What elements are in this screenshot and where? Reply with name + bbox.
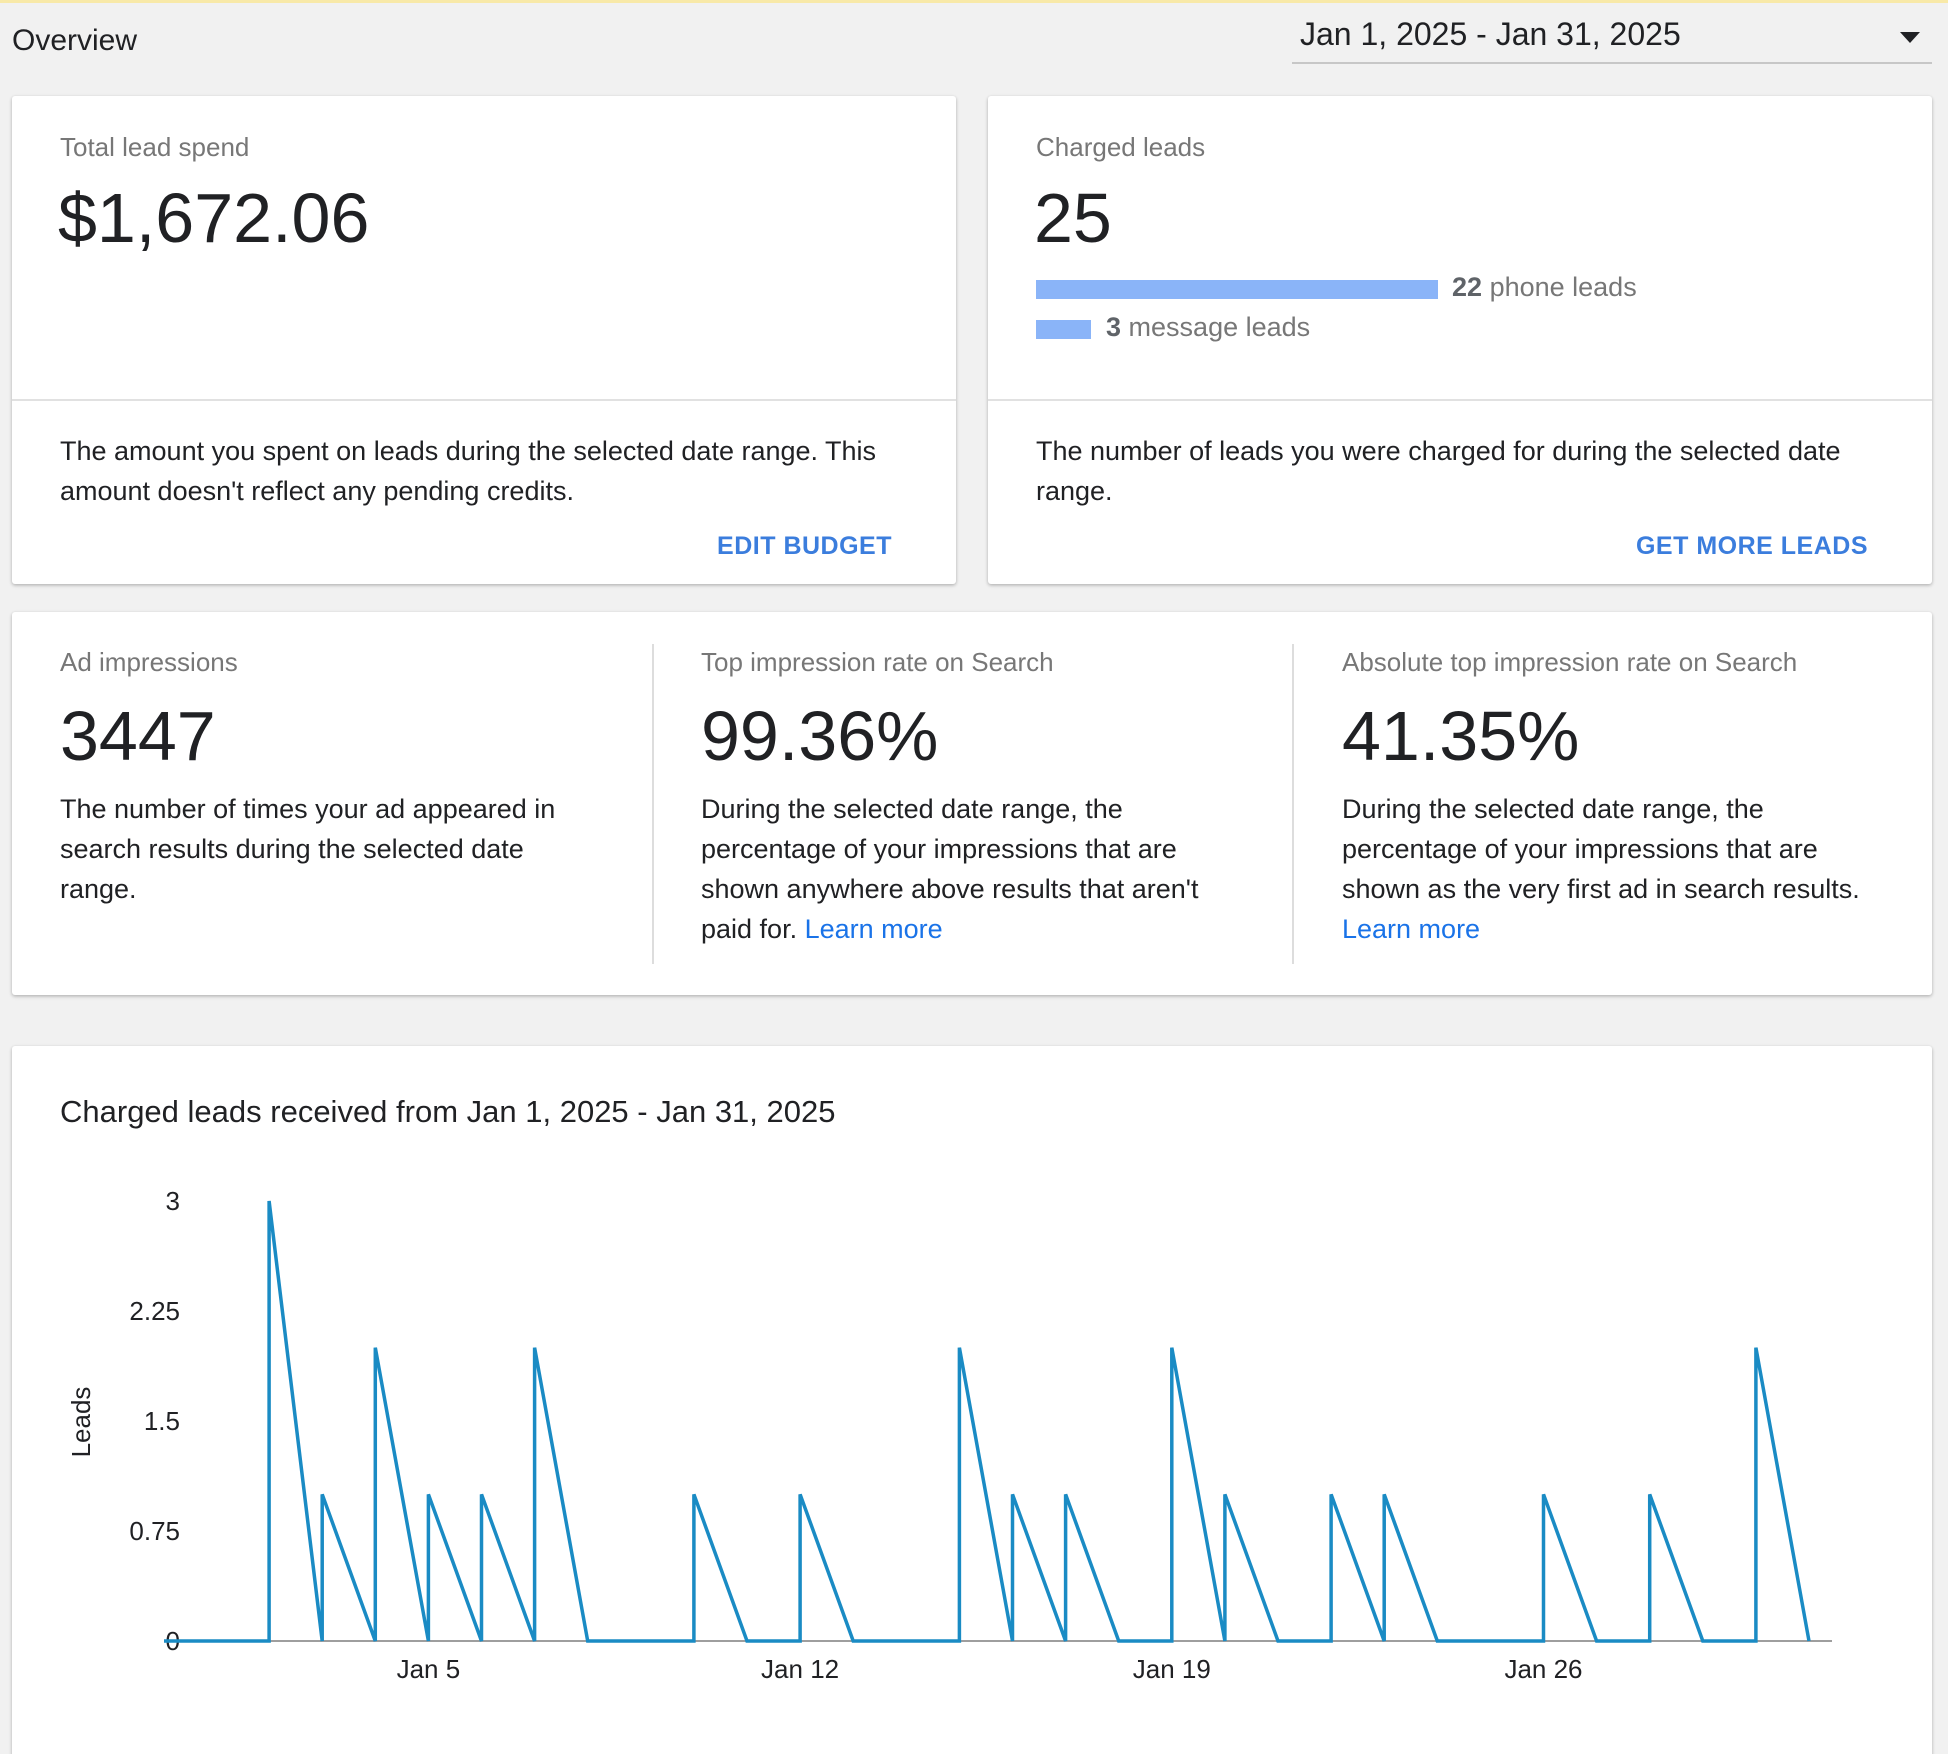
metric-separator — [652, 644, 654, 964]
get-more-leads-button[interactable]: GET MORE LEADS — [1635, 532, 1868, 560]
metric-value: 99.36% — [701, 697, 939, 775]
ad-impressions-metric: Ad impressions 3447 The number of times … — [60, 612, 620, 995]
x-tick-label: Jan 19 — [1133, 1654, 1211, 1684]
message-leads-bar — [1036, 320, 1091, 339]
metric-description-text: During the selected date range, the perc… — [1342, 794, 1860, 904]
total-spend-value: $1,672.06 — [58, 179, 370, 257]
learn-more-link[interactable]: Learn more — [804, 914, 943, 944]
message-leads-text: message leads — [1128, 312, 1311, 342]
metric-description: During the selected date range, the perc… — [701, 789, 1241, 949]
card-label: Total lead spend — [60, 132, 250, 162]
x-tick-label: Jan 12 — [761, 1654, 839, 1684]
card-description: The number of leads you were charged for… — [1036, 436, 1841, 506]
metric-label: Top impression rate on Search — [701, 647, 1054, 677]
charged-leads-card: Charged leads 25 22 phone leads 3 messag… — [988, 96, 1932, 584]
impression-metrics-card: Ad impressions 3447 The number of times … — [12, 612, 1932, 995]
phone-leads-bar — [1036, 280, 1438, 299]
metric-value: 41.35% — [1342, 697, 1580, 775]
divider — [988, 399, 1932, 401]
learn-more-link[interactable]: Learn more — [1342, 914, 1481, 944]
absolute-top-impression-rate-metric: Absolute top impression rate on Search 4… — [1342, 612, 1902, 995]
page-title: Overview — [12, 24, 138, 57]
card-summary: Total lead spend $1,672.06 — [12, 96, 956, 399]
y-tick-label: 0.75 — [129, 1516, 180, 1546]
y-axis-label: Leads — [66, 1387, 96, 1458]
charged-leads-value: 25 — [1034, 179, 1112, 257]
metric-label: Absolute top impression rate on Search — [1342, 647, 1798, 677]
metric-label: Ad impressions — [60, 647, 238, 677]
charged-leads-chart-card: Charged leads received from Jan 1, 2025 … — [12, 1046, 1932, 1754]
phone-leads-text: phone leads — [1489, 272, 1637, 302]
top-impression-rate-metric: Top impression rate on Search 99.36% Dur… — [701, 612, 1261, 995]
y-tick-label: 2.25 — [129, 1296, 180, 1326]
metric-separator — [1292, 644, 1294, 964]
top-accent-line — [0, 0, 1948, 3]
metric-description: During the selected date range, the perc… — [1342, 789, 1902, 949]
edit-budget-button[interactable]: EDIT BUDGET — [717, 532, 892, 560]
date-range-select[interactable]: Jan 1, 2025 - Jan 31, 2025 — [1292, 10, 1932, 64]
metric-description: The number of times your ad appeared in … — [60, 789, 600, 909]
phone-leads-count: 22 — [1452, 272, 1483, 302]
card-description: The amount you spent on leads during the… — [60, 436, 877, 506]
metric-description-text: The number of times your ad appeared in … — [60, 794, 556, 904]
x-tick-label: Jan 26 — [1504, 1654, 1582, 1684]
y-tick-label: 3 — [166, 1186, 180, 1216]
y-tick-label: 1.5 — [144, 1406, 180, 1436]
card-summary: Charged leads 25 22 phone leads 3 messag… — [988, 96, 1932, 399]
total-lead-spend-card: Total lead spend $1,672.06 The amount yo… — [12, 96, 956, 584]
phone-leads-label: 22 phone leads — [1452, 272, 1637, 303]
date-range-value: Jan 1, 2025 - Jan 31, 2025 — [1300, 16, 1681, 52]
leads-series-line — [164, 1200, 1811, 1643]
message-leads-count: 3 — [1106, 312, 1122, 342]
metric-description-text: During the selected date range, the perc… — [701, 794, 1199, 944]
chevron-down-icon — [1900, 32, 1920, 43]
chart-title: Charged leads received from Jan 1, 2025 … — [60, 1094, 836, 1129]
divider — [12, 399, 956, 401]
card-label: Charged leads — [1036, 132, 1206, 162]
x-tick-label: Jan 5 — [397, 1654, 461, 1684]
metric-value: 3447 — [60, 697, 216, 775]
message-leads-label: 3 message leads — [1106, 312, 1310, 343]
